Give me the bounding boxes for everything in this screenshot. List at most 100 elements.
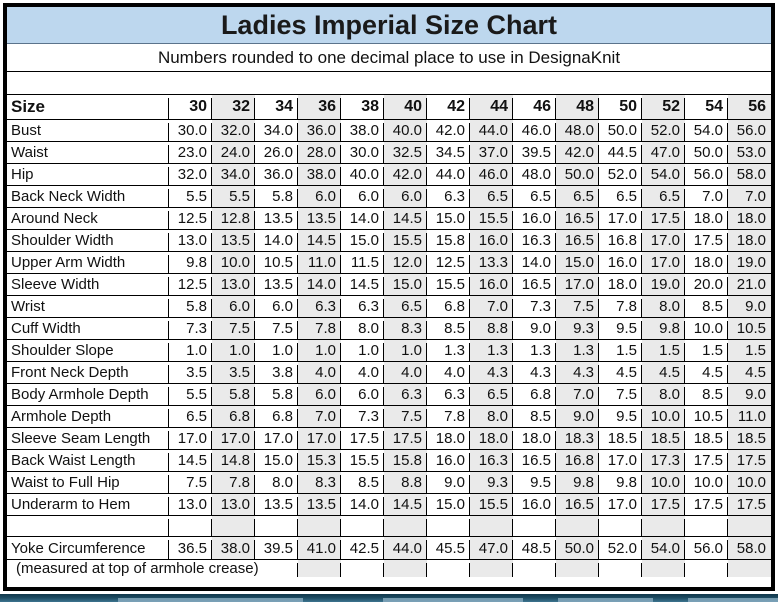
value-cell: 3.8 xyxy=(255,362,298,384)
value-cell: 8.0 xyxy=(642,384,685,406)
table-row: Waist to Full Hip 7.5 7.8 8.0 8.3 8.5 8.8 9.0 9.… xyxy=(7,472,771,494)
value-cell: 13.3 xyxy=(470,252,513,274)
row-label: Wrist xyxy=(7,296,169,318)
value-cell: 39.5 xyxy=(513,142,556,164)
value-cell: 58.0 xyxy=(736,166,766,183)
value-cell: 18.0 xyxy=(736,232,766,249)
value-cell: 16.5 xyxy=(556,230,599,252)
value-cell: 7.8 xyxy=(298,318,341,340)
value-cell: 30.0 xyxy=(169,120,212,142)
value-cell: 15.0 xyxy=(427,494,470,516)
background-window-fragment xyxy=(383,598,523,602)
value-cell: 44.0 xyxy=(470,120,513,142)
value-cell: 16.5 xyxy=(556,208,599,230)
value-cell: 6.3 xyxy=(341,296,384,318)
value-cell: 4.5 xyxy=(642,362,685,384)
value-cell: 10.0 xyxy=(642,406,685,428)
column-header: 46 xyxy=(513,95,556,120)
value-cell: 44.0 xyxy=(427,164,470,186)
value-cell: 10.0 xyxy=(212,252,255,274)
value-cell: 8.0 xyxy=(642,296,685,318)
value-cell: 32.5 xyxy=(384,142,427,164)
column-header: 30 xyxy=(169,95,212,120)
value-cell: 46.0 xyxy=(470,164,513,186)
row-label: Upper Arm Width xyxy=(7,252,169,274)
value-cell: 6.5 xyxy=(556,186,599,208)
value-cell: 10.0 xyxy=(642,472,685,494)
value-cell: 38.0 xyxy=(298,164,341,186)
value-cell: 6.5 xyxy=(169,406,212,428)
value-cell: 28.0 xyxy=(298,142,341,164)
value-cell: 7.0 xyxy=(685,186,728,208)
value-cell: 38.0 xyxy=(341,120,384,142)
size-chart-panel: Ladies Imperial Size Chart Numbers round… xyxy=(3,3,775,591)
value-cell: 23.0 xyxy=(169,142,212,164)
value-cell: 1.5 xyxy=(642,340,685,362)
value-cell: 6.3 xyxy=(427,384,470,406)
value-cell: 15.5 xyxy=(427,274,470,296)
value-cell: 20.0 xyxy=(685,274,728,296)
column-header: 54 xyxy=(685,95,728,120)
value-cell: 7.0 xyxy=(470,296,513,318)
value-cell xyxy=(341,516,384,537)
value-cell: 15.5 xyxy=(470,208,513,230)
value-cell: 15.0 xyxy=(556,252,599,274)
value-cell: 8.3 xyxy=(298,472,341,494)
table-row: Around Neck 12.5 12.8 13.5 13.5 14.0 14.5 15.0 1… xyxy=(7,208,771,230)
row-label: Shoulder Slope xyxy=(7,340,169,362)
value-cell: 6.5 xyxy=(599,186,642,208)
value-cell: 7.3 xyxy=(513,296,556,318)
value-cell: 18.0 xyxy=(685,252,728,274)
value-cell xyxy=(642,516,685,537)
row-label: Back Neck Width xyxy=(7,186,169,208)
page-title: Ladies Imperial Size Chart xyxy=(7,7,771,44)
value-cell: 17.5 xyxy=(685,450,728,472)
value-cell: 11.0 xyxy=(737,408,766,425)
value-cell: 44.0 xyxy=(384,537,427,560)
value-cell: 14.0 xyxy=(341,494,384,516)
row-label: Cuff Width xyxy=(7,318,169,340)
value-cell: 7.0 xyxy=(298,406,341,428)
value-cell: 38.0 xyxy=(212,537,255,560)
column-header: 48 xyxy=(556,95,599,120)
value-cell: 8.8 xyxy=(470,318,513,340)
column-header: 32 xyxy=(212,95,255,120)
column-header: 36 xyxy=(298,95,341,120)
value-cell: 7.3 xyxy=(341,406,384,428)
value-cell: 13.5 xyxy=(298,208,341,230)
value-cell xyxy=(556,560,599,578)
value-cell: 9.3 xyxy=(470,472,513,494)
row-label xyxy=(7,516,169,537)
value-cell: 14.5 xyxy=(384,494,427,516)
row-label: Shoulder Width xyxy=(7,230,169,252)
chart-subtitle: Numbers rounded to one decimal place to … xyxy=(7,44,771,72)
row-label: Front Neck Depth xyxy=(7,362,169,384)
table-row: Upper Arm Width 9.8 10.0 10.5 11.0 11.5 12.0 12… xyxy=(7,252,771,274)
row-label: Bust xyxy=(7,120,169,142)
table-row: Body Armhole Depth 5.5 5.8 5.8 6.0 6.0 6.3 6.3 6… xyxy=(7,384,771,406)
value-cell: 16.5 xyxy=(556,494,599,516)
blank-row xyxy=(7,72,771,94)
value-cell: 18.0 xyxy=(513,428,556,450)
size-column-header: Size xyxy=(7,95,169,120)
value-cell: 12.8 xyxy=(212,208,255,230)
footnote: (measured at top of armhole crease) xyxy=(7,560,298,577)
value-cell: 9.0 xyxy=(556,406,599,428)
table-row: Sleeve Seam Length 17.0 17.0 17.0 17.0 17.5 17… xyxy=(7,428,771,450)
column-header: 38 xyxy=(341,95,384,120)
value-cell: 52.0 xyxy=(599,164,642,186)
value-cell: 7.5 xyxy=(599,384,642,406)
value-cell: 9.5 xyxy=(599,318,642,340)
value-cell xyxy=(427,516,470,537)
value-cell: 3.5 xyxy=(212,362,255,384)
column-header: 56 xyxy=(748,98,766,115)
value-cell xyxy=(255,516,298,537)
value-cell: 9.3 xyxy=(556,318,599,340)
value-cell: 17.3 xyxy=(642,450,685,472)
value-cell xyxy=(298,516,341,537)
value-cell: 6.8 xyxy=(255,406,298,428)
value-cell xyxy=(728,516,771,537)
value-cell xyxy=(513,516,556,537)
value-cell: 16.0 xyxy=(599,252,642,274)
value-cell: 6.5 xyxy=(513,186,556,208)
